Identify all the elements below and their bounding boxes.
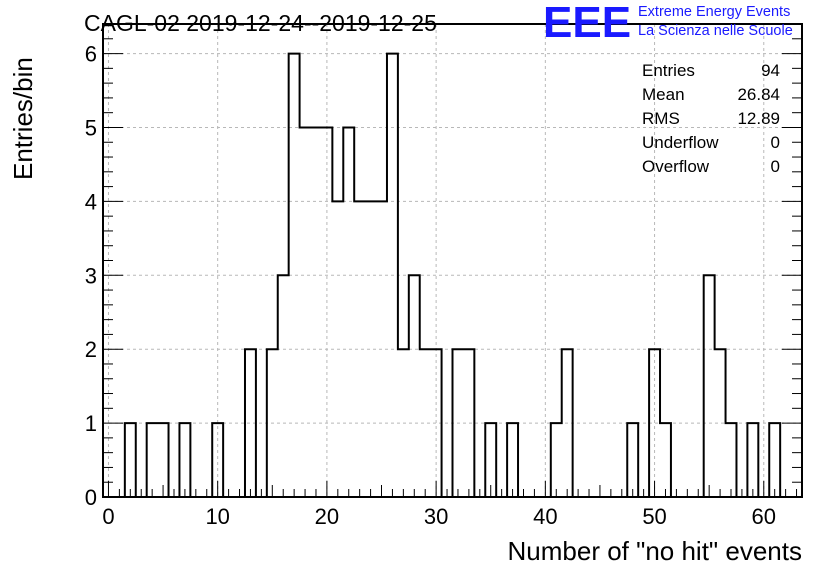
stats-label: RMS [642, 109, 680, 128]
logo-mark: EEE [543, 0, 631, 42]
x-tick-label: 50 [642, 504, 666, 529]
stats-row-underflow: Underflow 0 [642, 131, 780, 155]
x-axis-label: Number of "no hit" events [507, 536, 803, 566]
histogram-bin [300, 127, 311, 497]
logo-line-1: Extreme Energy Events [638, 4, 791, 20]
y-axis-label: Entries/bin [8, 57, 38, 180]
stats-row-overflow: Overflow 0 [642, 155, 780, 179]
histogram-bin [409, 275, 420, 497]
x-tick-label: 20 [315, 504, 339, 529]
stats-box: Entries 94 Mean 26.84 RMS 12.89 Underflo… [642, 59, 780, 179]
axes [103, 23, 802, 498]
stats-row-rms: RMS 12.89 [642, 107, 780, 131]
stats-label: Overflow [642, 157, 710, 176]
stats-value: 94 [761, 61, 780, 80]
tick-labels: 0 10 20 30 40 50 60 0 1 2 3 4 5 6 [85, 42, 776, 529]
x-tick-label: 30 [424, 504, 448, 529]
stats-row-entries: Entries 94 [642, 59, 780, 83]
stats-value: 12.89 [737, 109, 780, 128]
histogram-bin [179, 423, 190, 497]
histogram-bin [627, 423, 638, 497]
histogram-bin [726, 423, 737, 497]
histogram-bin [747, 423, 758, 497]
stats-value: 0 [770, 157, 780, 176]
histogram-bin [278, 275, 289, 497]
histogram-bin [311, 127, 322, 497]
histogram-bin [125, 423, 136, 497]
y-tick-label: 2 [85, 337, 97, 362]
histogram-bin [343, 127, 354, 497]
y-tick-label: 5 [85, 115, 97, 140]
stats-value: 0 [770, 133, 780, 152]
stats-row-mean: Mean 26.84 [642, 83, 780, 107]
y-tick-label: 6 [85, 42, 97, 67]
y-tick-label: 1 [85, 411, 97, 436]
logo-caption: Extreme Energy Events La Scienza nelle S… [638, 3, 793, 41]
y-tick-label: 3 [85, 263, 97, 288]
x-tick-label: 40 [533, 504, 557, 529]
chart-title: CAGL-02 2019-12-24--2019-12-25 [84, 10, 437, 36]
histogram-bin [507, 423, 518, 497]
histogram-bin [551, 423, 562, 497]
stats-label: Mean [642, 85, 685, 104]
histogram-bin [147, 423, 158, 497]
stats-value: 26.84 [737, 85, 780, 104]
y-tick-label: 4 [85, 189, 97, 214]
x-tick-label: 60 [752, 504, 776, 529]
stats-label: Underflow [642, 133, 719, 152]
eee-logo: EEE [543, 0, 631, 42]
histogram-bin [704, 275, 715, 497]
logo-line-2: La Scienza nelle Scuole [638, 23, 793, 39]
stats-label: Entries [642, 61, 695, 80]
x-tick-label: 0 [102, 504, 114, 529]
histogram-bin [769, 423, 780, 497]
histogram-bin [660, 423, 671, 497]
y-tick-label: 0 [85, 485, 97, 510]
x-tick-label: 10 [205, 504, 229, 529]
